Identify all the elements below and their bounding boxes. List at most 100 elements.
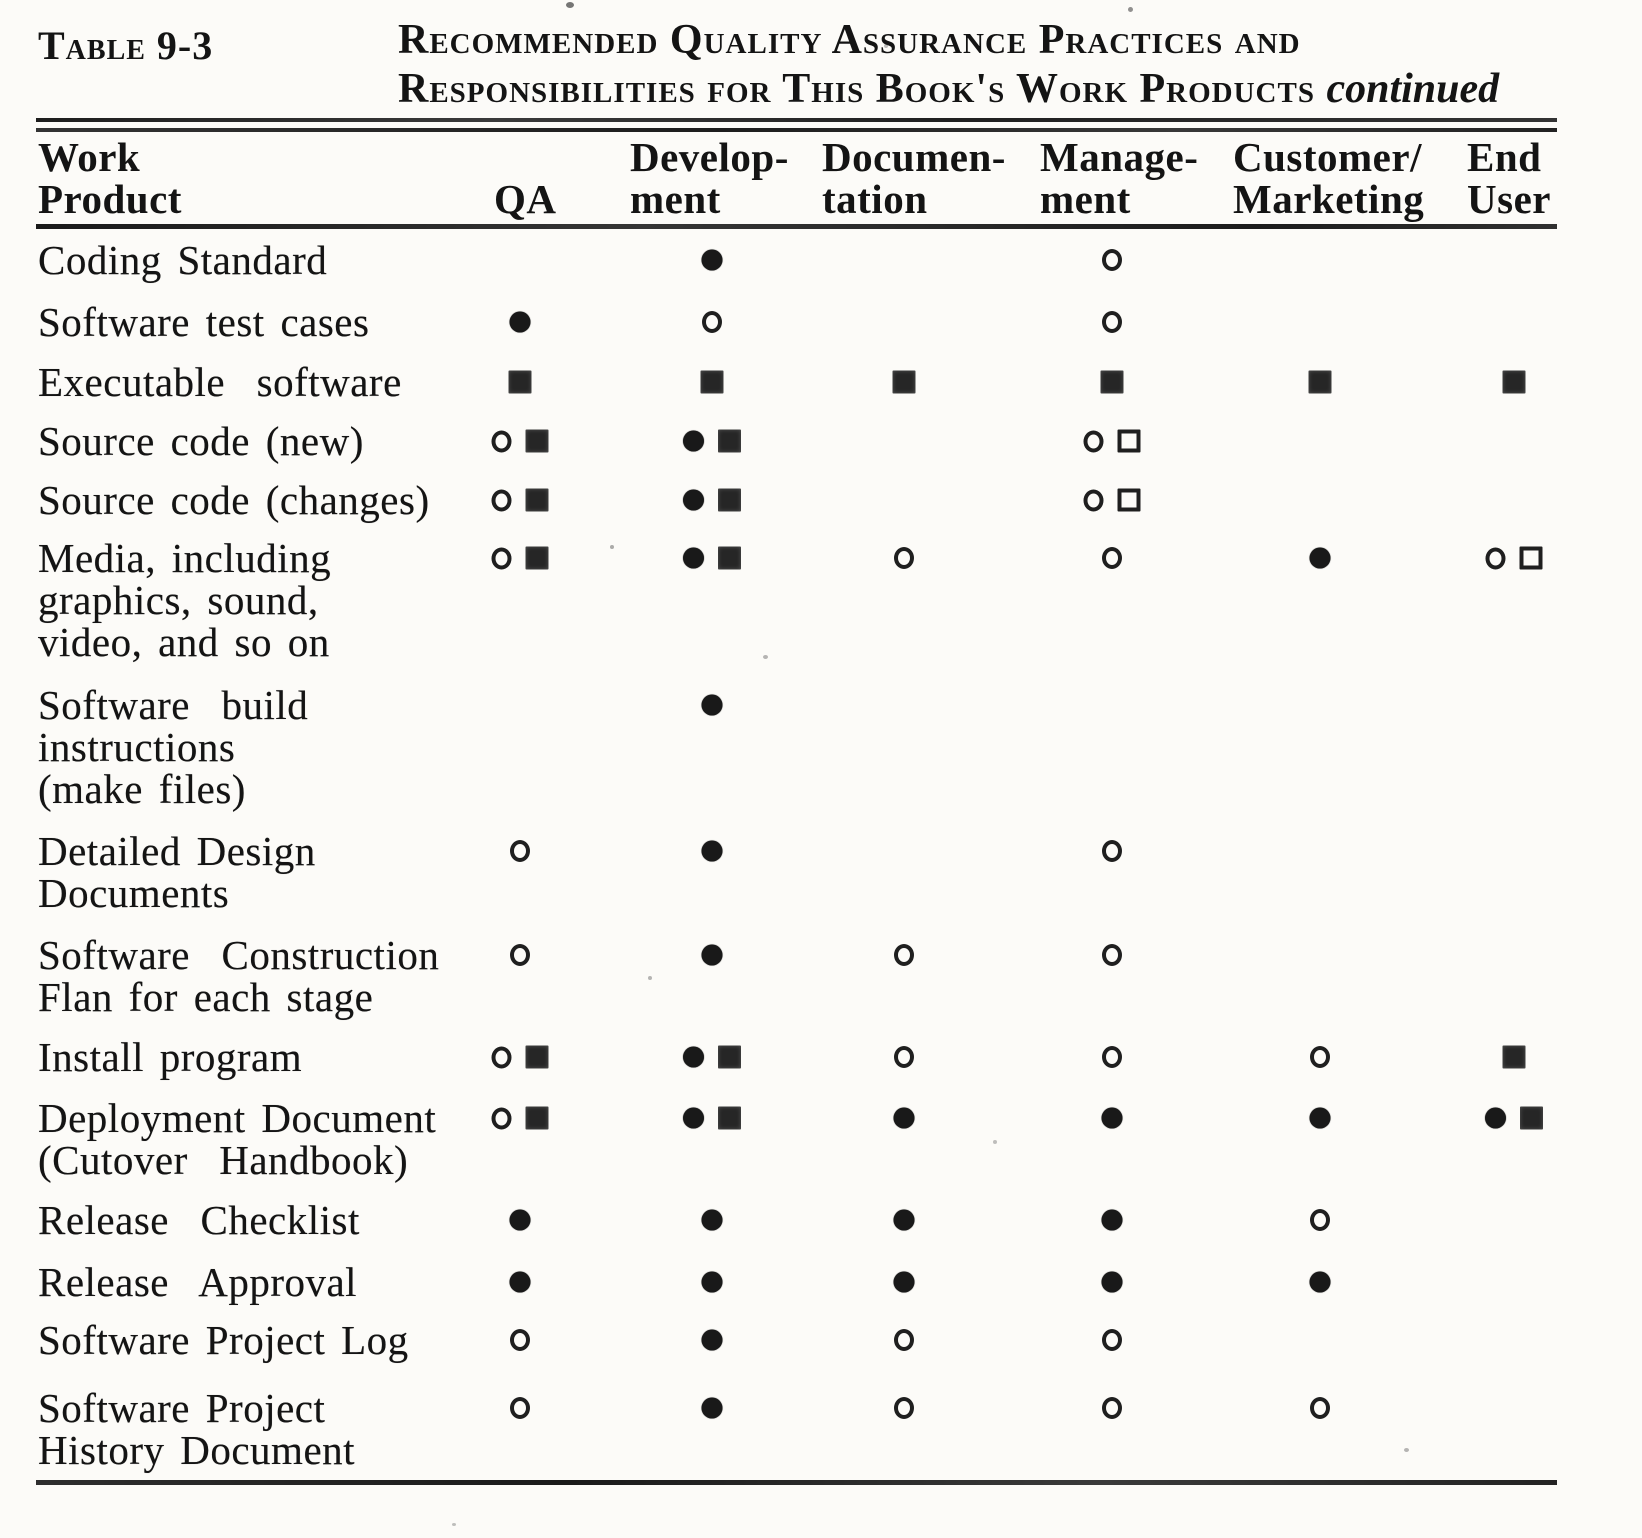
column-header-mgmt: Manage- ment <box>1040 134 1199 222</box>
cell-mgmt <box>1101 1209 1123 1231</box>
filled-circle-icon <box>683 1046 704 1068</box>
filled-circle-icon <box>1309 1271 1331 1293</box>
cell-qa <box>508 370 532 394</box>
open-circle-icon <box>1102 1329 1122 1351</box>
filled-circle-icon <box>683 430 704 452</box>
scan-speck <box>610 545 614 549</box>
cell-cust <box>1310 1397 1330 1419</box>
cell-cust <box>1310 1209 1330 1231</box>
work-product-label: Source code (new) <box>38 418 364 464</box>
cell-dev <box>683 1106 741 1130</box>
scan-speck <box>648 976 652 980</box>
cell-mgmt <box>1102 944 1122 966</box>
cell-mgmt <box>1100 370 1124 394</box>
open-circle-icon <box>1102 840 1122 862</box>
filled-circle-icon <box>509 1271 531 1293</box>
filled-circle-icon <box>1101 1271 1123 1293</box>
filled-circle-icon <box>509 311 531 333</box>
open-circle-icon <box>894 944 914 966</box>
scan-speck <box>993 1140 997 1144</box>
cell-dev <box>701 1329 723 1351</box>
open-circle-icon <box>1102 1046 1122 1068</box>
title-line2-text: Responsibilities for This Book's Work Pr… <box>398 66 1315 112</box>
work-product-label: Software Construction Flan for each stag… <box>38 932 440 1020</box>
title-continued-text: continued <box>1326 66 1500 112</box>
open-circle-icon <box>1102 1397 1122 1419</box>
work-product-label: Software build instructions (make files) <box>38 682 309 812</box>
cell-doc <box>894 1046 914 1068</box>
open-circle-icon <box>510 1397 530 1419</box>
cell-qa <box>491 546 549 570</box>
work-product-label: Install program <box>38 1034 303 1080</box>
open-square-icon <box>1117 429 1141 453</box>
open-circle-icon <box>491 489 512 511</box>
open-square-icon <box>1117 488 1141 512</box>
cell-qa <box>510 944 530 966</box>
cell-doc <box>894 547 914 569</box>
table-rule-header <box>36 224 1557 229</box>
cell-end <box>1485 546 1543 570</box>
filled-square-icon <box>1502 1045 1526 1069</box>
cell-doc <box>892 370 916 394</box>
table-title-line2: Responsibilities for This Book's Work Pr… <box>398 65 1499 114</box>
cell-mgmt <box>1102 1329 1122 1351</box>
work-product-label: Software test cases <box>38 299 370 345</box>
work-product-label: Executable software <box>38 359 402 405</box>
filled-circle-icon <box>1101 1209 1123 1231</box>
column-header-end: End User <box>1467 134 1551 222</box>
open-circle-icon <box>491 547 512 569</box>
cell-cust <box>1309 1107 1331 1129</box>
filled-square-icon <box>525 546 549 570</box>
table-caption-label: Table 9-3 <box>38 23 214 68</box>
work-product-label: Software Project History Document <box>38 1385 356 1473</box>
cell-mgmt <box>1102 840 1122 862</box>
filled-circle-icon <box>701 1209 723 1231</box>
scan-speck <box>884 44 888 48</box>
table-rule-top-lower <box>36 128 1557 132</box>
open-circle-icon <box>510 944 530 966</box>
cell-mgmt <box>1102 547 1122 569</box>
open-circle-icon <box>510 840 530 862</box>
filled-circle-icon <box>701 694 723 716</box>
open-circle-icon <box>1083 430 1104 452</box>
cell-dev <box>683 429 741 453</box>
column-header-doc: Documen- tation <box>822 134 1006 222</box>
open-circle-icon <box>702 311 722 333</box>
open-circle-icon <box>1102 547 1122 569</box>
cell-qa <box>491 1106 549 1130</box>
open-square-icon <box>1519 546 1543 570</box>
cell-mgmt <box>1102 1397 1122 1419</box>
table-rule-bottom <box>36 1480 1557 1485</box>
open-circle-icon <box>894 547 914 569</box>
open-circle-icon <box>1083 489 1104 511</box>
cell-dev <box>700 370 724 394</box>
scan-speck <box>763 655 768 659</box>
cell-mgmt <box>1083 488 1141 512</box>
filled-square-icon <box>508 370 532 394</box>
scan-speck <box>452 1523 456 1526</box>
filled-circle-icon <box>683 489 704 511</box>
filled-circle-icon <box>701 1271 723 1293</box>
work-product-label: Coding Standard <box>38 237 328 283</box>
cell-doc <box>893 1209 915 1231</box>
filled-circle-icon <box>1485 1107 1506 1129</box>
cell-end <box>1502 1045 1526 1069</box>
table-title-line1: Recommended Quality Assurance Practices … <box>398 17 1301 63</box>
scan-speck <box>566 2 574 8</box>
cell-mgmt <box>1101 1107 1123 1129</box>
cell-qa <box>491 488 549 512</box>
filled-square-icon <box>525 1045 549 1069</box>
work-product-label: Detailed Design Documents <box>38 828 316 916</box>
table-rule-top-upper <box>36 118 1557 122</box>
work-product-label: Release Checklist <box>38 1197 360 1243</box>
filled-square-icon <box>1520 1106 1543 1130</box>
filled-square-icon <box>718 1106 741 1130</box>
open-circle-icon <box>1102 249 1122 271</box>
cell-mgmt <box>1083 429 1141 453</box>
open-circle-icon <box>510 1329 530 1351</box>
open-circle-icon <box>491 1107 512 1129</box>
filled-circle-icon <box>1101 1107 1123 1129</box>
work-product-label: Software Project Log <box>38 1317 409 1363</box>
open-circle-icon <box>1485 547 1506 569</box>
